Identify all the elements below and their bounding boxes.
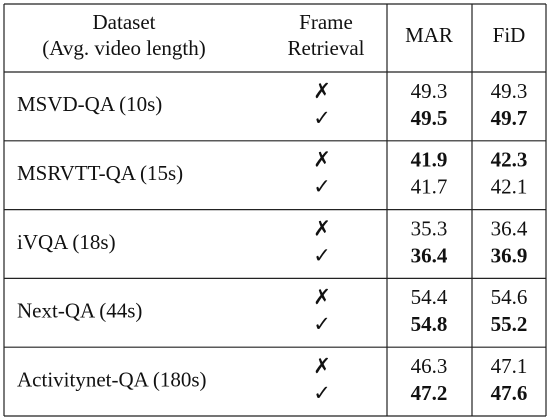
mar-cell: 35.3 bbox=[411, 216, 448, 240]
retrieval-cell: ✗ bbox=[313, 79, 331, 103]
retrieval-cell: ✓ bbox=[313, 175, 331, 199]
mar-cell: 49.3 bbox=[411, 79, 448, 103]
dataset-cell: Activitynet-QA (180s) bbox=[17, 367, 207, 391]
fid-cell: 54.6 bbox=[491, 285, 528, 309]
dataset-cell: MSRVTT-QA (15s) bbox=[17, 161, 183, 185]
header-cell: Frame bbox=[299, 10, 353, 34]
mar-cell: 46.3 bbox=[411, 354, 448, 378]
mar-cell: 49.5 bbox=[411, 106, 448, 130]
fid-cell: 55.2 bbox=[491, 312, 528, 336]
fid-cell: 49.3 bbox=[491, 79, 528, 103]
mar-cell: 36.4 bbox=[411, 243, 448, 267]
fid-cell: 47.1 bbox=[491, 354, 528, 378]
mar-cell: 54.8 bbox=[411, 312, 448, 336]
dataset-cell: iVQA (18s) bbox=[17, 230, 116, 254]
fid-cell: 42.1 bbox=[491, 175, 528, 199]
fid-cell: 36.9 bbox=[491, 243, 528, 267]
retrieval-cell: ✗ bbox=[313, 148, 331, 172]
fid-cell: 49.7 bbox=[491, 106, 528, 130]
retrieval-cell: ✓ bbox=[313, 312, 331, 336]
retrieval-cell: ✓ bbox=[313, 106, 331, 130]
retrieval-cell: ✓ bbox=[313, 381, 331, 405]
retrieval-cell: ✗ bbox=[313, 216, 331, 240]
mar-cell: 41.9 bbox=[411, 148, 448, 172]
header-cell: (Avg. video length) bbox=[42, 36, 206, 60]
header-cell: MAR bbox=[405, 23, 453, 47]
fid-cell: 42.3 bbox=[491, 148, 528, 172]
retrieval-cell: ✗ bbox=[313, 354, 331, 378]
retrieval-cell: ✓ bbox=[313, 243, 331, 267]
header-cell: Retrieval bbox=[288, 36, 365, 60]
dataset-cell: Next-QA (44s) bbox=[17, 299, 142, 323]
mar-cell: 41.7 bbox=[411, 175, 448, 199]
fid-cell: 36.4 bbox=[491, 216, 528, 240]
mar-cell: 47.2 bbox=[411, 381, 448, 405]
dataset-cell: MSVD-QA (10s) bbox=[17, 92, 162, 116]
header-cell: FiD bbox=[493, 23, 526, 47]
fid-cell: 47.6 bbox=[491, 381, 528, 405]
retrieval-cell: ✗ bbox=[313, 285, 331, 309]
header-cell: Dataset bbox=[93, 10, 156, 34]
mar-cell: 54.4 bbox=[411, 285, 448, 309]
